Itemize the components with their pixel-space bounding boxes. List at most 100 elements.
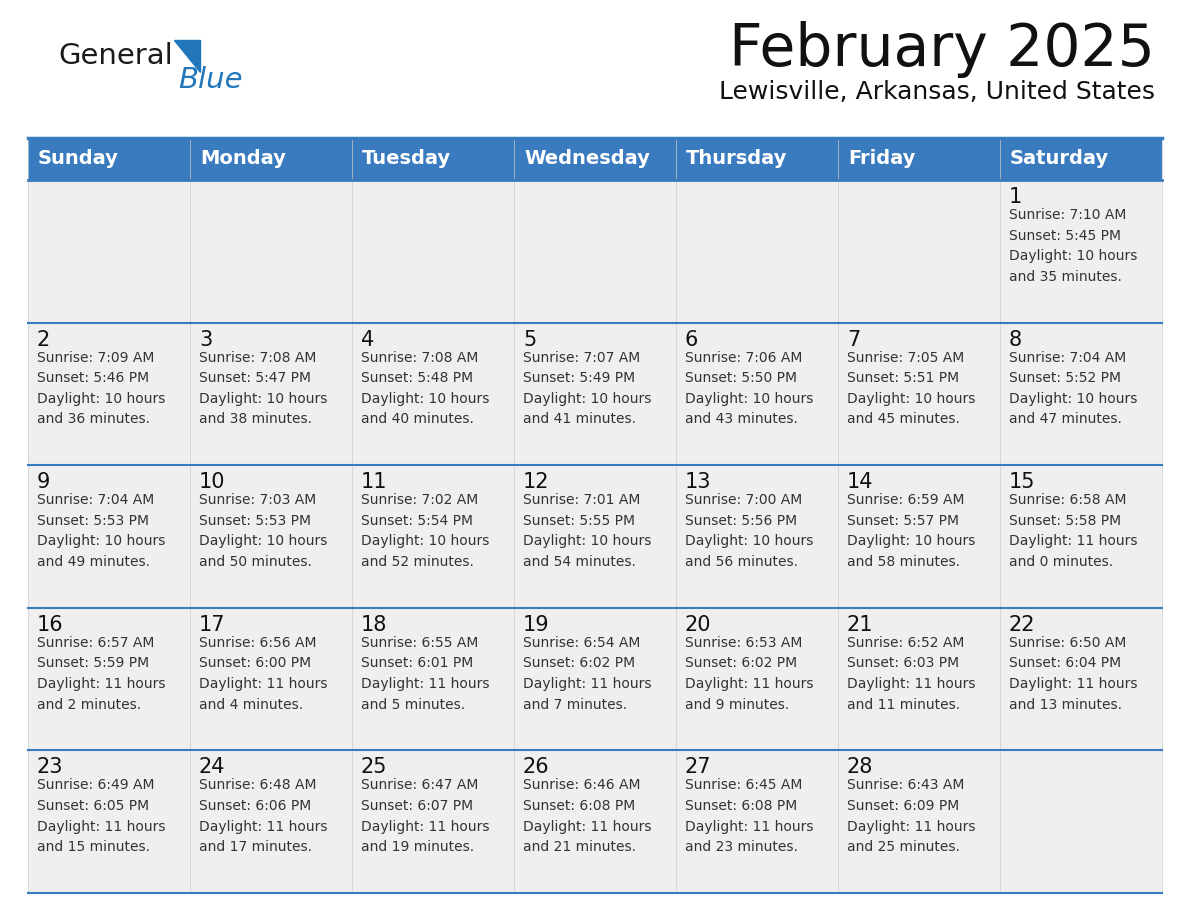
Text: Sunday: Sunday [38,150,119,169]
Text: 24: 24 [200,757,226,778]
Text: 19: 19 [523,615,550,635]
Text: Sunrise: 7:04 AM
Sunset: 5:52 PM
Daylight: 10 hours
and 47 minutes.: Sunrise: 7:04 AM Sunset: 5:52 PM Dayligh… [1009,351,1137,426]
Bar [1000,465,1162,608]
Text: 12: 12 [523,472,550,492]
Text: Sunrise: 7:04 AM
Sunset: 5:53 PM
Daylight: 10 hours
and 49 minutes.: Sunrise: 7:04 AM Sunset: 5:53 PM Dayligh… [37,493,165,569]
Bar [352,750,514,893]
Text: Sunrise: 7:07 AM
Sunset: 5:49 PM
Daylight: 10 hours
and 41 minutes.: Sunrise: 7:07 AM Sunset: 5:49 PM Dayligh… [523,351,651,426]
Bar [676,138,838,180]
Bar [352,322,514,465]
Text: Sunrise: 7:09 AM
Sunset: 5:46 PM
Daylight: 10 hours
and 36 minutes.: Sunrise: 7:09 AM Sunset: 5:46 PM Dayligh… [37,351,165,426]
Polygon shape [173,40,200,72]
Text: Sunrise: 7:08 AM
Sunset: 5:48 PM
Daylight: 10 hours
and 40 minutes.: Sunrise: 7:08 AM Sunset: 5:48 PM Dayligh… [361,351,489,426]
Text: 22: 22 [1009,615,1036,635]
Text: 27: 27 [685,757,712,778]
Bar [838,138,1000,180]
Text: 8: 8 [1009,330,1022,350]
Text: Sunrise: 7:03 AM
Sunset: 5:53 PM
Daylight: 10 hours
and 50 minutes.: Sunrise: 7:03 AM Sunset: 5:53 PM Dayligh… [200,493,328,569]
Text: Sunrise: 6:50 AM
Sunset: 6:04 PM
Daylight: 11 hours
and 13 minutes.: Sunrise: 6:50 AM Sunset: 6:04 PM Dayligh… [1009,636,1137,711]
Text: Tuesday: Tuesday [362,150,451,169]
Bar [352,608,514,750]
Text: 15: 15 [1009,472,1036,492]
Text: 3: 3 [200,330,213,350]
Text: Sunrise: 6:52 AM
Sunset: 6:03 PM
Daylight: 11 hours
and 11 minutes.: Sunrise: 6:52 AM Sunset: 6:03 PM Dayligh… [847,636,975,711]
Bar [29,750,190,893]
Bar [190,465,352,608]
Bar [676,180,838,322]
Text: Sunrise: 6:53 AM
Sunset: 6:02 PM
Daylight: 11 hours
and 9 minutes.: Sunrise: 6:53 AM Sunset: 6:02 PM Dayligh… [685,636,814,711]
Bar [190,750,352,893]
Bar [676,322,838,465]
Bar [676,608,838,750]
Text: Sunrise: 7:10 AM
Sunset: 5:45 PM
Daylight: 10 hours
and 35 minutes.: Sunrise: 7:10 AM Sunset: 5:45 PM Dayligh… [1009,208,1137,284]
Text: Sunrise: 6:59 AM
Sunset: 5:57 PM
Daylight: 10 hours
and 58 minutes.: Sunrise: 6:59 AM Sunset: 5:57 PM Dayligh… [847,493,975,569]
Text: 28: 28 [847,757,873,778]
Bar [1000,138,1162,180]
Text: 25: 25 [361,757,387,778]
Text: Lewisville, Arkansas, United States: Lewisville, Arkansas, United States [719,80,1155,104]
Text: 11: 11 [361,472,387,492]
Bar [29,465,190,608]
Text: 23: 23 [37,757,63,778]
Bar [514,180,676,322]
Bar [29,138,190,180]
Bar [1000,608,1162,750]
Text: Sunrise: 6:57 AM
Sunset: 5:59 PM
Daylight: 11 hours
and 2 minutes.: Sunrise: 6:57 AM Sunset: 5:59 PM Dayligh… [37,636,165,711]
Text: February 2025: February 2025 [729,21,1155,79]
Text: Sunrise: 6:55 AM
Sunset: 6:01 PM
Daylight: 11 hours
and 5 minutes.: Sunrise: 6:55 AM Sunset: 6:01 PM Dayligh… [361,636,489,711]
Text: 18: 18 [361,615,387,635]
Text: 2: 2 [37,330,50,350]
Bar [838,322,1000,465]
Text: 6: 6 [685,330,699,350]
Bar [514,138,676,180]
Text: Wednesday: Wednesday [524,150,650,169]
Bar [676,465,838,608]
Text: Sunrise: 6:48 AM
Sunset: 6:06 PM
Daylight: 11 hours
and 17 minutes.: Sunrise: 6:48 AM Sunset: 6:06 PM Dayligh… [200,778,328,855]
Text: Sunrise: 7:02 AM
Sunset: 5:54 PM
Daylight: 10 hours
and 52 minutes.: Sunrise: 7:02 AM Sunset: 5:54 PM Dayligh… [361,493,489,569]
Text: Sunrise: 7:08 AM
Sunset: 5:47 PM
Daylight: 10 hours
and 38 minutes.: Sunrise: 7:08 AM Sunset: 5:47 PM Dayligh… [200,351,328,426]
Text: Monday: Monday [200,150,286,169]
Text: Sunrise: 6:46 AM
Sunset: 6:08 PM
Daylight: 11 hours
and 21 minutes.: Sunrise: 6:46 AM Sunset: 6:08 PM Dayligh… [523,778,651,855]
Bar [838,465,1000,608]
Text: 17: 17 [200,615,226,635]
Text: Sunrise: 7:01 AM
Sunset: 5:55 PM
Daylight: 10 hours
and 54 minutes.: Sunrise: 7:01 AM Sunset: 5:55 PM Dayligh… [523,493,651,569]
Text: 21: 21 [847,615,873,635]
Text: General: General [58,42,172,70]
Bar [514,465,676,608]
Text: 5: 5 [523,330,536,350]
Bar [29,608,190,750]
Bar [1000,750,1162,893]
Bar [190,138,352,180]
Text: 9: 9 [37,472,50,492]
Text: 4: 4 [361,330,374,350]
Text: 7: 7 [847,330,860,350]
Text: 10: 10 [200,472,226,492]
Bar [352,138,514,180]
Text: Sunrise: 6:56 AM
Sunset: 6:00 PM
Daylight: 11 hours
and 4 minutes.: Sunrise: 6:56 AM Sunset: 6:00 PM Dayligh… [200,636,328,711]
Bar [676,750,838,893]
Text: Thursday: Thursday [685,150,788,169]
Text: Friday: Friday [848,150,916,169]
Text: Sunrise: 6:43 AM
Sunset: 6:09 PM
Daylight: 11 hours
and 25 minutes.: Sunrise: 6:43 AM Sunset: 6:09 PM Dayligh… [847,778,975,855]
Text: Sunrise: 6:49 AM
Sunset: 6:05 PM
Daylight: 11 hours
and 15 minutes.: Sunrise: 6:49 AM Sunset: 6:05 PM Dayligh… [37,778,165,855]
Bar [1000,322,1162,465]
Text: Sunrise: 6:54 AM
Sunset: 6:02 PM
Daylight: 11 hours
and 7 minutes.: Sunrise: 6:54 AM Sunset: 6:02 PM Dayligh… [523,636,651,711]
Text: 20: 20 [685,615,712,635]
Bar [514,322,676,465]
Bar [514,608,676,750]
Bar [1000,180,1162,322]
Bar [352,465,514,608]
Bar [838,608,1000,750]
Bar [29,180,190,322]
Bar [838,750,1000,893]
Bar [190,608,352,750]
Bar [29,322,190,465]
Text: Sunrise: 6:58 AM
Sunset: 5:58 PM
Daylight: 11 hours
and 0 minutes.: Sunrise: 6:58 AM Sunset: 5:58 PM Dayligh… [1009,493,1137,569]
Bar [190,322,352,465]
Text: Saturday: Saturday [1010,150,1110,169]
Text: 14: 14 [847,472,873,492]
Text: Blue: Blue [178,66,242,94]
Text: 1: 1 [1009,187,1022,207]
Text: 26: 26 [523,757,550,778]
Bar [190,180,352,322]
